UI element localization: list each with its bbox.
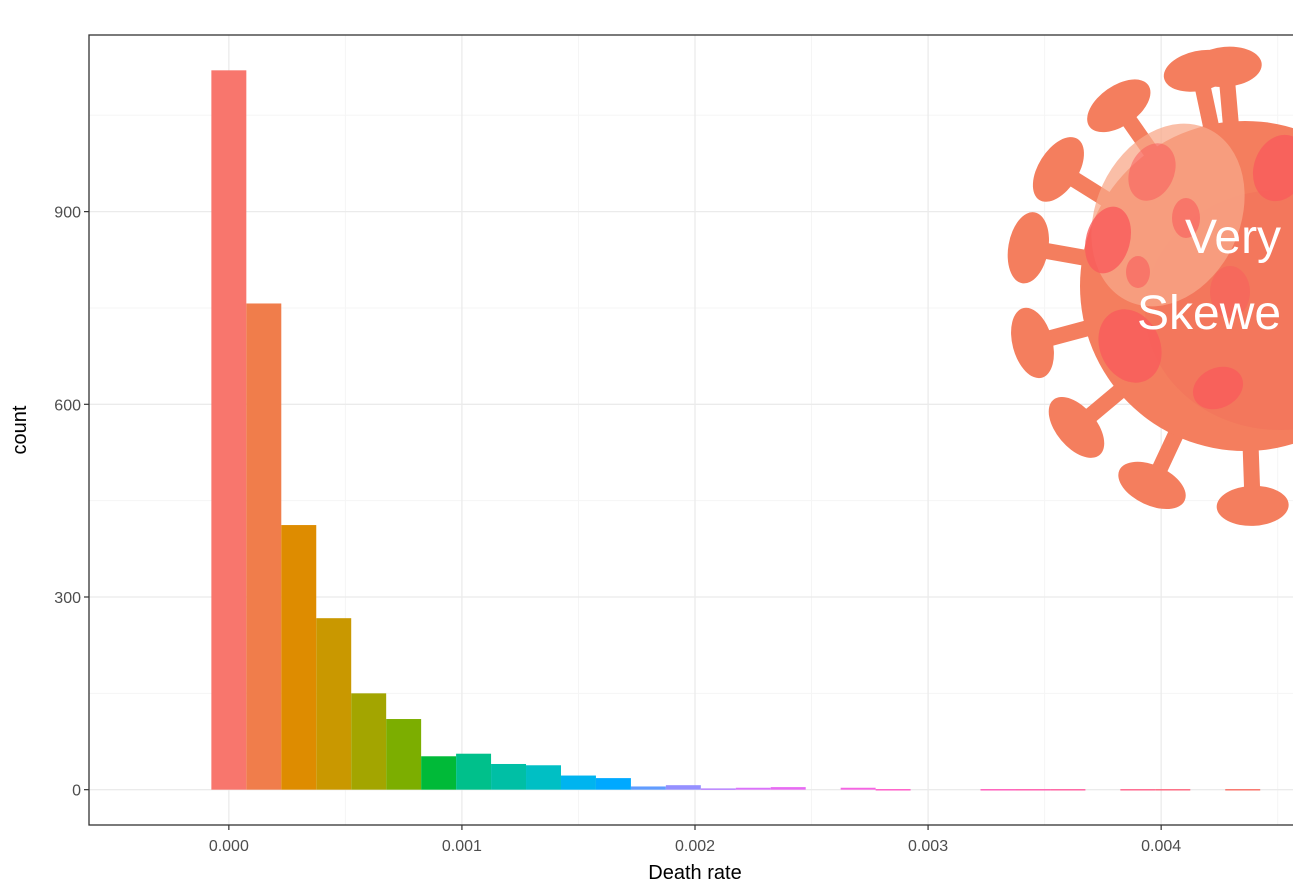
histogram-bar	[770, 787, 806, 790]
virus-spot	[1128, 143, 1176, 201]
x-tick-label: 0.003	[908, 838, 948, 855]
histogram-bars	[211, 70, 1261, 791]
overlay-text-line2: Skewe	[1137, 287, 1281, 340]
y-tick-label: 300	[54, 590, 81, 607]
x-axis-title: Death rate	[648, 862, 741, 884]
histogram-bar	[1155, 789, 1191, 791]
histogram-bar	[351, 693, 387, 790]
histogram-bar	[560, 775, 596, 790]
histogram-bar	[665, 785, 701, 790]
histogram-bar	[491, 763, 527, 790]
virus-spikes	[1007, 46, 1289, 526]
virus-spot	[1126, 256, 1150, 288]
y-tick-label: 900	[54, 205, 81, 222]
x-tick-label: 0.000	[209, 838, 249, 855]
histogram-bar	[246, 303, 282, 790]
virus-spot	[1252, 134, 1293, 202]
virus-spot	[1098, 309, 1162, 383]
virus-spike-tip	[1032, 137, 1084, 202]
virus-spot	[1192, 366, 1244, 410]
histogram-bar	[840, 787, 876, 790]
x-tick-label: 0.004	[1141, 838, 1181, 855]
x-tick-label: 0.001	[442, 838, 482, 855]
histogram-bar	[595, 778, 631, 790]
histogram-bar	[386, 719, 422, 790]
virus-spike-tip	[1048, 396, 1105, 458]
x-axis: 0.000 0.001 0.002 0.003 0.004	[209, 825, 1181, 855]
histogram-bar	[421, 756, 457, 790]
y-tick-label: 600	[54, 397, 81, 414]
virus-spike-tip	[1163, 49, 1235, 92]
virus-spike-tip	[1007, 212, 1050, 284]
histogram-bar	[1120, 789, 1156, 791]
y-tick-label: 0	[72, 783, 81, 800]
histogram-bar	[1050, 789, 1086, 791]
histogram-bar	[630, 786, 666, 790]
histogram-bar	[980, 789, 1016, 791]
y-axis-title: count	[9, 405, 31, 454]
virus-spike-tip	[1216, 485, 1289, 526]
histogram-bar	[1225, 789, 1261, 791]
histogram-bar	[700, 788, 736, 790]
overlay-text-line1: Very	[1185, 211, 1281, 264]
virus-spot	[1210, 266, 1250, 318]
virus-icon: Very Skewe	[1007, 46, 1293, 526]
histogram-bar	[316, 618, 352, 790]
histogram-bar	[281, 525, 317, 790]
histogram-bar	[735, 787, 771, 790]
virus-spot	[1084, 206, 1132, 274]
virus-spot	[1172, 198, 1200, 238]
virus-spike-tip	[1011, 307, 1054, 379]
histogram-bar	[456, 753, 492, 790]
histogram-bar	[211, 70, 247, 790]
virus-spike-tip	[1118, 461, 1186, 510]
histogram-bar	[1015, 789, 1051, 791]
histogram-bar	[875, 789, 911, 791]
y-axis: 0 300 600 900	[54, 205, 89, 800]
histogram-bar	[526, 765, 561, 790]
x-tick-label: 0.002	[675, 838, 715, 855]
virus-spike-tip	[1087, 79, 1151, 133]
